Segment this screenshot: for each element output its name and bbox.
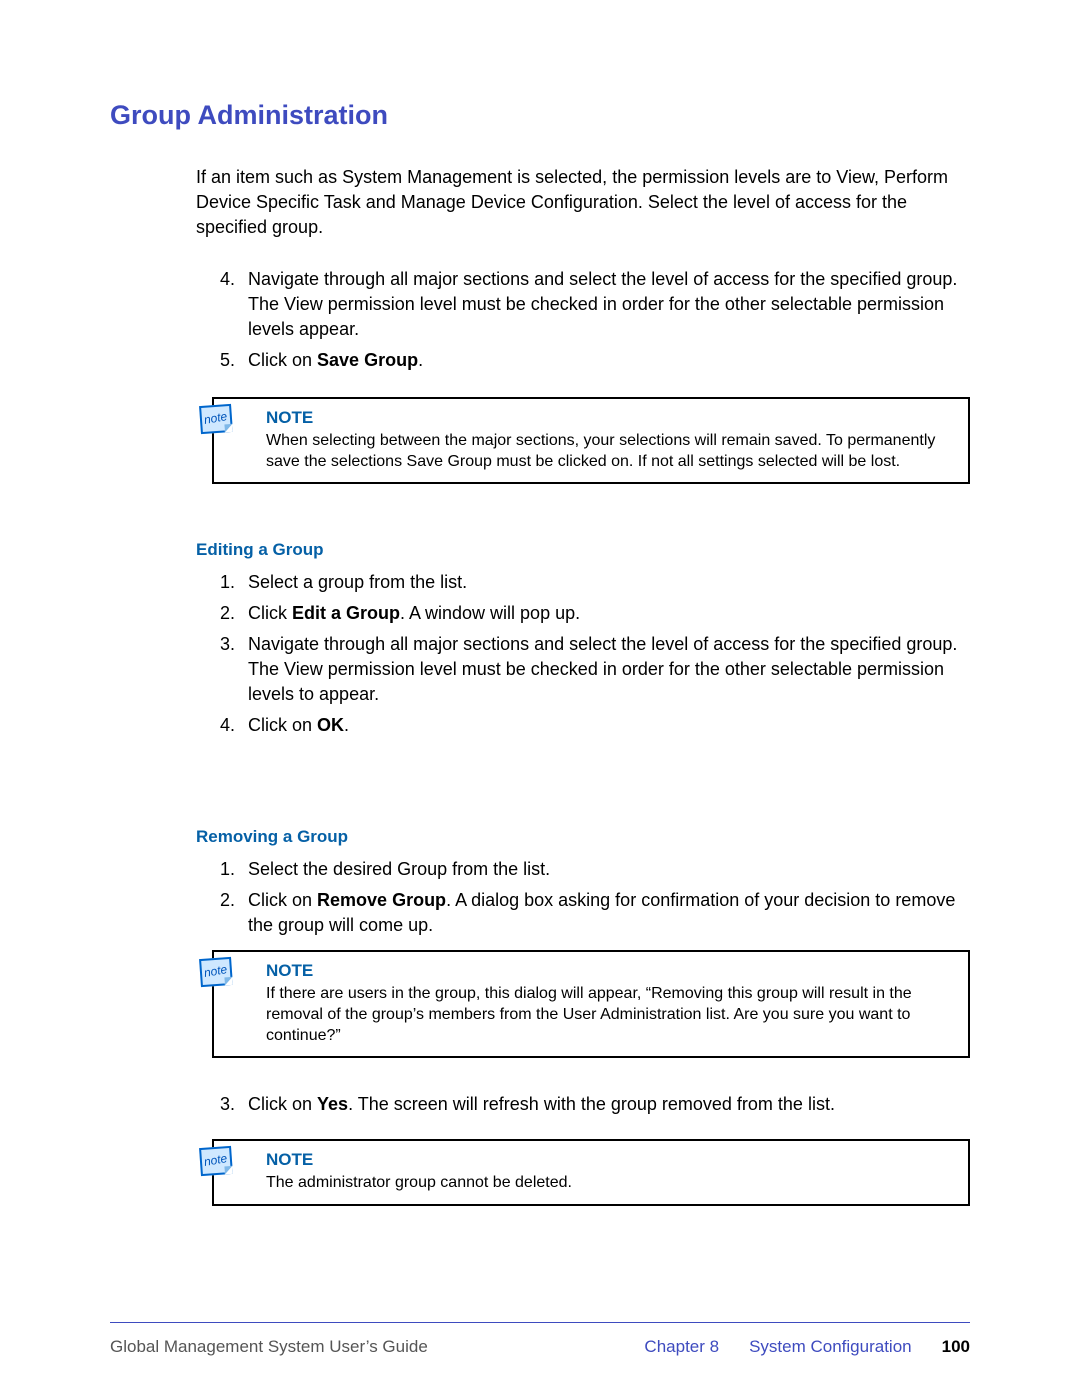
note-title: NOTE [266, 407, 950, 429]
note-box-1: NOTE When selecting between the major se… [212, 397, 970, 485]
note-body: When selecting between the major section… [266, 431, 950, 473]
note-box-3: NOTE The administrator group cannot be d… [212, 1139, 970, 1206]
note-box-2: NOTE If there are users in the group, th… [212, 950, 970, 1058]
removing-steps-b: Click on Yes. The screen will refresh wi… [240, 1092, 970, 1117]
footer-right: Chapter 8 System Configuration 100 [644, 1337, 970, 1357]
footer-section: System Configuration [749, 1337, 912, 1357]
subhead-removing: Removing a Group [196, 827, 970, 847]
footer-guide-title: Global Management System User’s Guide [110, 1337, 428, 1357]
edit-step-4: Click on OK. [240, 713, 970, 738]
footer-rule [110, 1322, 970, 1323]
step-5: Click on Save Group. [240, 348, 970, 373]
note-body: The administrator group cannot be delete… [266, 1173, 950, 1194]
note-title: NOTE [266, 960, 950, 982]
note-icon [199, 1146, 233, 1176]
note-title: NOTE [266, 1149, 950, 1171]
editing-steps: Select a group from the list. Click Edit… [240, 570, 970, 737]
note-body: If there are users in the group, this di… [266, 984, 950, 1046]
edit-step-1: Select a group from the list. [240, 570, 970, 595]
page: Group Administration If an item such as … [0, 0, 1080, 1397]
note-icon [199, 404, 233, 434]
page-title: Group Administration [110, 100, 970, 131]
rem-step-1: Select the desired Group from the list. [240, 857, 970, 882]
rem-step-2: Click on Remove Group. A dialog box aski… [240, 888, 970, 938]
rem-step-3: Click on Yes. The screen will refresh wi… [240, 1092, 970, 1117]
subhead-editing: Editing a Group [196, 540, 970, 560]
intro-paragraph: If an item such as System Management is … [196, 165, 970, 239]
note-icon [199, 957, 233, 987]
footer-chapter: Chapter 8 [644, 1337, 719, 1357]
removing-steps-a: Select the desired Group from the list. … [240, 857, 970, 937]
steps-top: Navigate through all major sections and … [240, 267, 970, 372]
step-4: Navigate through all major sections and … [240, 267, 970, 341]
footer: Global Management System User’s Guide Ch… [110, 1337, 970, 1357]
edit-step-3: Navigate through all major sections and … [240, 632, 970, 706]
edit-step-2: Click Edit a Group. A window will pop up… [240, 601, 970, 626]
footer-page-number: 100 [942, 1337, 970, 1357]
